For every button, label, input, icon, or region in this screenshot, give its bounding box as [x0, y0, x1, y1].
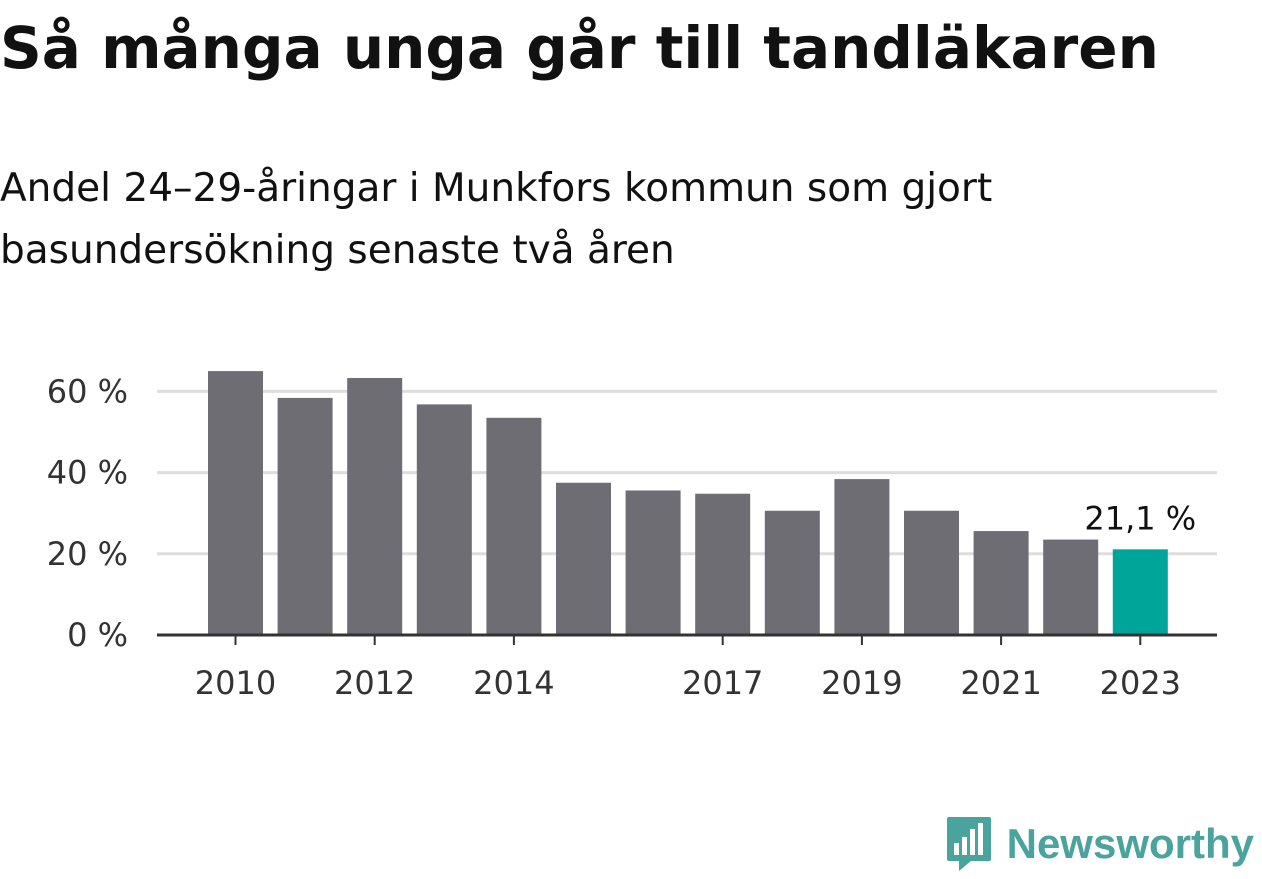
x-tick-label: 2010 [195, 664, 276, 702]
y-axis-tick-labels: 0 % 20 % 40 % 60 % [47, 372, 128, 654]
bar-2016 [625, 490, 681, 635]
x-tick-label: 2017 [682, 664, 763, 702]
bar-2018 [764, 510, 820, 635]
gridlines [157, 389, 1217, 556]
x-tick-label: 2012 [334, 664, 415, 702]
highlight-data-label: 21,1 % [1084, 499, 1196, 537]
bar-2010 [208, 371, 263, 635]
bar-2020 [904, 510, 959, 635]
bar-2021 [973, 531, 1029, 635]
y-tick-label: 40 % [47, 454, 128, 492]
chart-title: Så många unga går till tandläkaren [0, 14, 1159, 82]
bar-2022 [1043, 539, 1099, 635]
x-tick-label: 2019 [821, 664, 902, 702]
bar-2013 [416, 404, 472, 635]
bar-2014 [486, 417, 542, 635]
x-axis-tick-labels: 2010 2012 2014 2017 2019 2021 2023 [195, 635, 1181, 702]
bars [208, 371, 1168, 635]
x-tick-label: 2023 [1100, 664, 1181, 702]
brand-logo: Newsworthy [945, 815, 1254, 873]
y-tick-label: 60 % [47, 372, 128, 410]
y-tick-label: 0 % [67, 616, 128, 654]
bar-2023 [1112, 549, 1168, 635]
bar-2012 [347, 378, 403, 635]
x-tick-label: 2021 [960, 664, 1041, 702]
bar-2017 [695, 493, 751, 635]
bar-2019 [834, 479, 890, 635]
x-tick-label: 2014 [473, 664, 554, 702]
chart-subtitle: Andel 24–29-åringar i Munkfors kommun so… [0, 166, 993, 273]
brand-name: Newsworthy [1006, 820, 1254, 867]
y-tick-label: 20 % [47, 535, 128, 573]
bar-2011 [277, 397, 333, 635]
bar-chart: 0 % 20 % 40 % 60 % 2010 2012 2014 2017 2019 2021… [47, 371, 1217, 702]
bar-2015 [556, 482, 611, 635]
newsworthy-logo-icon [946, 817, 991, 871]
